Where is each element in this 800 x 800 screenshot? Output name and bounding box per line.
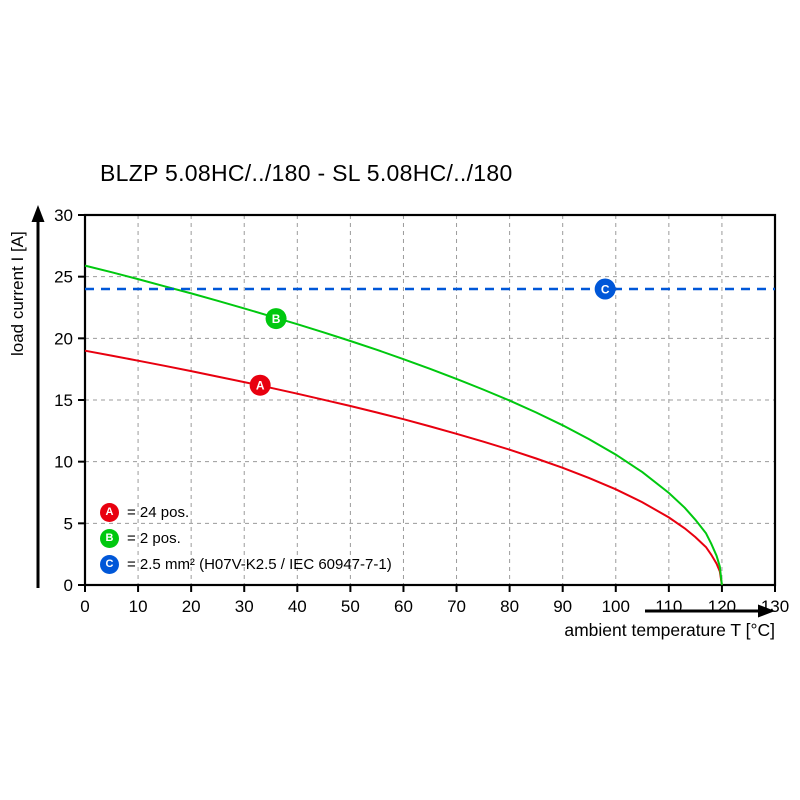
y-tick-label: 5: [64, 514, 73, 533]
x-tick-label: 0: [80, 597, 89, 616]
x-tick-label: 40: [288, 597, 307, 616]
curve-a: [84, 349, 723, 586]
legend-label-c: = 2.5 mm² (H07V-K2.5 / IEC 60947-7-1): [127, 555, 392, 573]
x-tick-label: 70: [447, 597, 466, 616]
x-tick-label: 50: [341, 597, 360, 616]
y-axis-arrowhead-icon: [31, 205, 45, 222]
y-tick-label: 0: [64, 576, 73, 595]
legend-label-b: = 2 pos.: [127, 529, 181, 547]
y-tick-label: 20: [54, 329, 73, 348]
y-tick-label: 15: [54, 391, 73, 410]
chart-title: BLZP 5.08HC/../180 - SL 5.08HC/../180: [100, 160, 513, 186]
x-tick-label: 30: [235, 597, 254, 616]
x-tick-label: 60: [394, 597, 413, 616]
marker-a-letter: A: [256, 379, 265, 393]
y-tick-label: 30: [54, 206, 73, 225]
legend-item-c: C = 2.5 mm² (H07V-K2.5 / IEC 60947-7-1): [100, 551, 392, 577]
x-tick-label: 100: [602, 597, 630, 616]
legend-item-a: A = 24 pos.: [100, 499, 392, 525]
curve-b: [84, 264, 723, 586]
marker-b-letter: B: [272, 312, 281, 326]
series-a-badge: A: [100, 502, 119, 522]
marker-c-circle: [594, 278, 616, 300]
chart-legend: A = 24 pos. B = 2 pos. C = 2.5 mm² (H07V…: [100, 499, 392, 577]
marker-a-circle: [249, 374, 271, 396]
x-tick-label: 90: [553, 597, 572, 616]
x-axis-label: ambient temperature T [°C]: [564, 620, 775, 640]
x-tick-label: 110: [655, 597, 682, 616]
series-b-badge: B: [100, 528, 119, 548]
x-tick-label: 80: [500, 597, 519, 616]
x-tick-label: 120: [708, 597, 736, 616]
x-tick-label: 20: [182, 597, 201, 616]
marker-b-circle: [265, 308, 287, 330]
series-c-badge: C: [100, 554, 119, 574]
legend-item-b: B = 2 pos.: [100, 525, 392, 551]
x-tick-label: 10: [129, 597, 148, 616]
y-tick-label: 10: [54, 453, 73, 472]
x-axis-arrowhead-icon: [758, 604, 775, 618]
marker-c-letter: C: [601, 283, 610, 297]
legend-label-a: = 24 pos.: [127, 503, 190, 521]
y-tick-label: 25: [54, 268, 73, 287]
